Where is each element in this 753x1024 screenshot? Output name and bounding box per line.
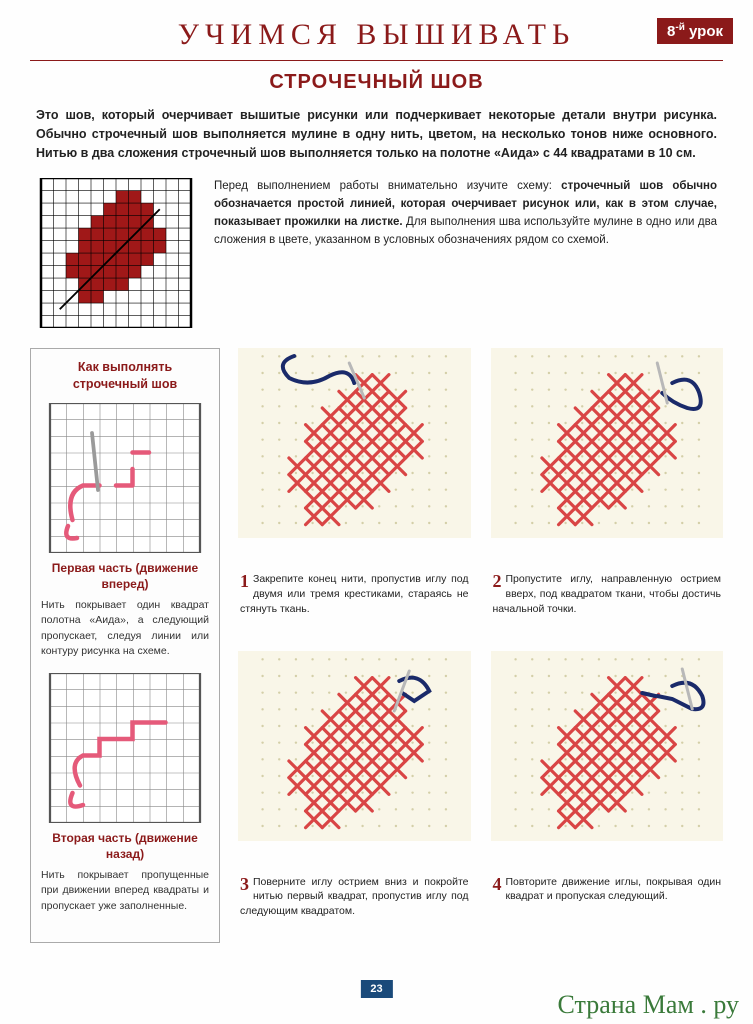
sidebar-howto: Как выполнять строчечный шов Первая част…: [30, 348, 220, 943]
lesson-word: урок: [689, 23, 723, 40]
step-image-4: [491, 651, 724, 841]
step-caption-4: 4Повторите движение иглы, покрывая один …: [491, 875, 724, 943]
intro-paragraph: Это шов, который очерчивает вышитые рису…: [36, 106, 717, 162]
part1-text: Нить покрывает один квадрат полотна «Aид…: [41, 598, 209, 659]
part1-title: Первая часть (движение вперед): [41, 561, 209, 592]
step-caption-1: 1Закрепите конец нити, пропустив иглу по…: [238, 572, 471, 640]
step-image-2: [491, 348, 724, 538]
step-caption-2: 2Пропустите иглу, направленную острием в…: [491, 572, 724, 640]
watermark: Страна Мам . ру: [558, 990, 739, 1020]
sidebar-diagram-2: [45, 673, 205, 823]
steps-grid: 1Закрепите конец нити, пропустив иглу по…: [238, 348, 723, 943]
leaf-schema-grid: [36, 178, 196, 328]
sidebar-diagram-1: [45, 403, 205, 553]
divider: [30, 60, 723, 61]
step-caption-3: 3Поверните иглу острием вниз и покройте …: [238, 875, 471, 943]
page-number: 23: [360, 980, 392, 998]
schema-text: Перед выполнением работы внимательно изу…: [214, 178, 717, 328]
page-title: УЧИМСЯ ВЫШИВАТЬ: [0, 0, 753, 52]
subtitle: СТРОЧЕЧНЫЙ ШОВ: [0, 71, 753, 94]
lesson-suffix: -й: [675, 22, 684, 33]
part2-title: Вторая часть (движение назад): [41, 831, 209, 862]
lesson-badge: 8-й урок: [657, 18, 733, 44]
step-image-1: [238, 348, 471, 538]
sidebar-title: Как выполнять строчечный шов: [41, 359, 209, 393]
main-area: Как выполнять строчечный шов Первая част…: [30, 348, 723, 943]
step-image-3: [238, 651, 471, 841]
schema-row: Перед выполнением работы внимательно изу…: [36, 178, 717, 328]
part2-text: Нить покрывает пропущенные при движении …: [41, 868, 209, 914]
